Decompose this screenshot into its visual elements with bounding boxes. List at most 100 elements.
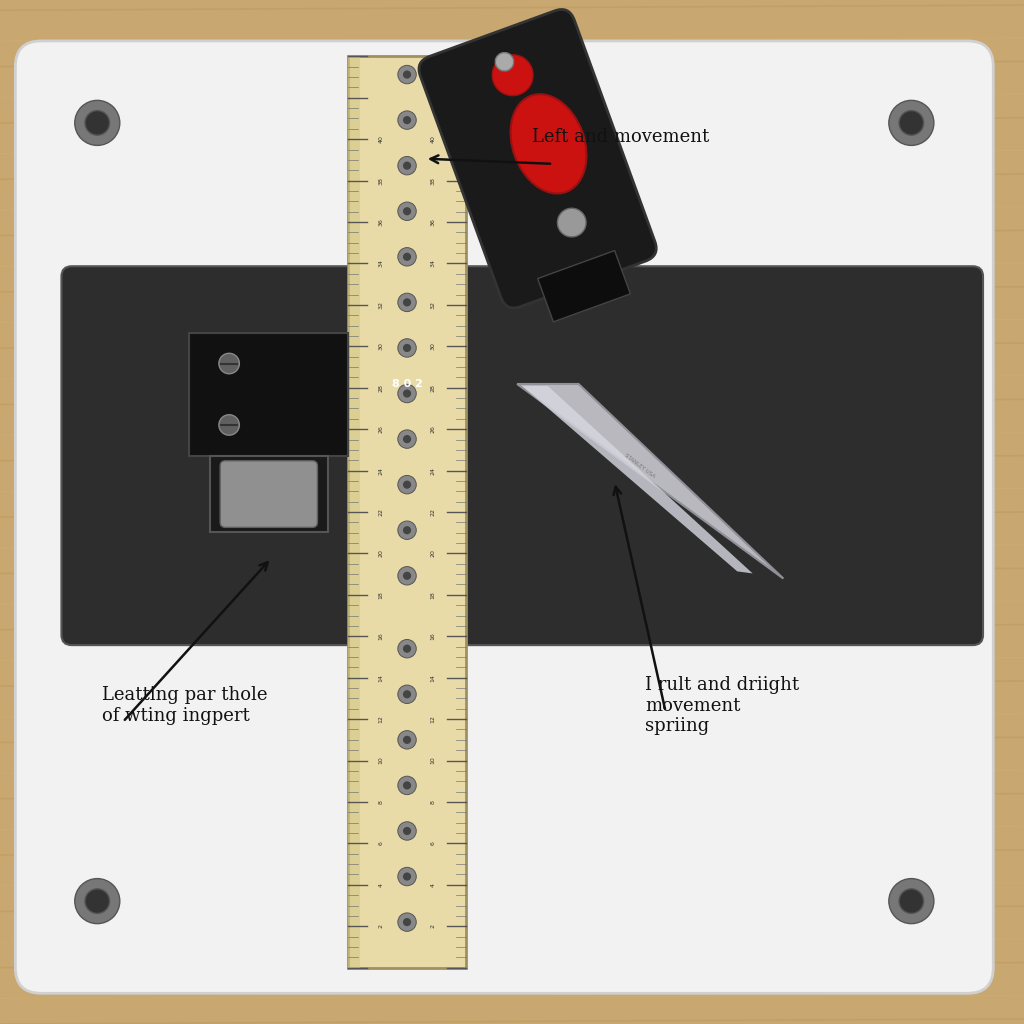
Circle shape	[397, 776, 416, 795]
Circle shape	[403, 872, 412, 881]
Text: 28: 28	[430, 384, 435, 391]
Circle shape	[397, 66, 416, 84]
Text: 36: 36	[379, 218, 384, 226]
Circle shape	[403, 571, 412, 580]
Circle shape	[397, 111, 416, 129]
Text: 14: 14	[430, 674, 435, 682]
Circle shape	[496, 52, 514, 71]
Text: 20: 20	[430, 550, 435, 557]
Circle shape	[403, 344, 412, 352]
Circle shape	[403, 827, 412, 836]
Circle shape	[889, 100, 934, 145]
FancyBboxPatch shape	[220, 461, 317, 527]
Circle shape	[899, 889, 924, 913]
Text: 12: 12	[379, 715, 384, 723]
Circle shape	[397, 339, 416, 357]
Circle shape	[397, 913, 416, 932]
Circle shape	[85, 111, 110, 135]
Text: 2: 2	[430, 925, 435, 928]
Text: 8: 8	[379, 800, 384, 804]
Text: 38: 38	[379, 177, 384, 184]
Circle shape	[403, 918, 412, 926]
Polygon shape	[517, 384, 783, 579]
Text: 10: 10	[430, 757, 435, 765]
Text: 26: 26	[379, 425, 384, 433]
Text: 34: 34	[430, 259, 435, 267]
Text: 4: 4	[379, 883, 384, 887]
Text: 22: 22	[379, 508, 384, 516]
Circle shape	[403, 207, 412, 215]
Text: 6: 6	[430, 842, 435, 846]
Text: 30: 30	[379, 342, 384, 350]
Text: 20: 20	[379, 550, 384, 557]
Circle shape	[403, 735, 412, 743]
Circle shape	[403, 116, 412, 124]
Circle shape	[75, 100, 120, 145]
Circle shape	[403, 253, 412, 261]
Circle shape	[403, 298, 412, 306]
Circle shape	[403, 526, 412, 535]
Text: 18: 18	[430, 591, 435, 599]
Text: 16: 16	[379, 633, 384, 640]
Text: Leatting par thole
of wting ingpert: Leatting par thole of wting ingpert	[102, 686, 268, 725]
Bar	[538, 251, 631, 322]
Circle shape	[397, 248, 416, 266]
Circle shape	[219, 353, 240, 374]
Text: 24: 24	[430, 467, 435, 474]
Circle shape	[397, 521, 416, 540]
Text: 38: 38	[430, 177, 435, 184]
Text: 4: 4	[430, 883, 435, 887]
Circle shape	[397, 731, 416, 750]
FancyBboxPatch shape	[419, 9, 656, 308]
Circle shape	[397, 384, 416, 402]
Circle shape	[397, 202, 416, 220]
Circle shape	[397, 157, 416, 175]
Circle shape	[403, 162, 412, 170]
Circle shape	[397, 639, 416, 658]
Text: 6: 6	[379, 842, 384, 846]
Bar	[189, 333, 348, 456]
Circle shape	[397, 293, 416, 311]
Circle shape	[403, 645, 412, 653]
Text: 18: 18	[379, 591, 384, 599]
Circle shape	[397, 475, 416, 494]
FancyBboxPatch shape	[61, 266, 983, 645]
Text: 32: 32	[379, 301, 384, 309]
Bar	[348, 56, 466, 968]
Text: 28: 28	[379, 384, 384, 391]
Text: 40: 40	[379, 135, 384, 143]
Text: Left and movement: Left and movement	[532, 128, 710, 146]
Text: 22: 22	[430, 508, 435, 516]
Bar	[210, 456, 328, 532]
Text: 8 0 2: 8 0 2	[391, 379, 423, 389]
Circle shape	[397, 430, 416, 449]
Text: 30: 30	[430, 342, 435, 350]
Text: 40: 40	[430, 135, 435, 143]
Circle shape	[403, 480, 412, 488]
Circle shape	[403, 435, 412, 443]
Text: 8: 8	[430, 800, 435, 804]
Circle shape	[899, 111, 924, 135]
Ellipse shape	[493, 54, 534, 95]
Bar	[348, 56, 360, 968]
Text: 14: 14	[379, 674, 384, 682]
Text: 34: 34	[379, 259, 384, 267]
Polygon shape	[522, 386, 753, 573]
Text: I rult and driight
movement
spriing: I rult and driight movement spriing	[645, 676, 800, 735]
Text: 26: 26	[430, 425, 435, 433]
Circle shape	[219, 415, 240, 435]
Circle shape	[397, 566, 416, 585]
Circle shape	[85, 889, 110, 913]
Circle shape	[75, 879, 120, 924]
Text: STANLEY USA: STANLEY USA	[624, 453, 656, 479]
Circle shape	[397, 867, 416, 886]
FancyBboxPatch shape	[15, 41, 993, 993]
Ellipse shape	[511, 94, 587, 194]
Circle shape	[403, 781, 412, 790]
Text: 2: 2	[379, 925, 384, 928]
Text: 32: 32	[430, 301, 435, 309]
Circle shape	[889, 879, 934, 924]
Text: 12: 12	[430, 715, 435, 723]
Text: 36: 36	[430, 218, 435, 226]
Circle shape	[403, 71, 412, 79]
